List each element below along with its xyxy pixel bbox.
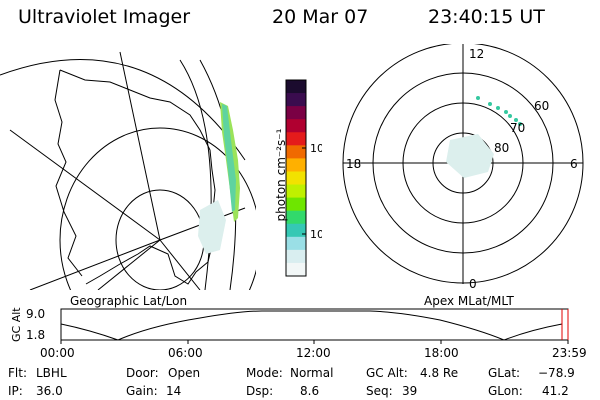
colorbar-tick-100: 100 (310, 142, 322, 155)
colorbar-band (286, 132, 306, 146)
mlt-label-6: 6 (570, 157, 578, 171)
lat-label-60: 60 (534, 99, 549, 113)
meridian (97, 239, 161, 290)
mlt-label-12: 12 (469, 47, 484, 61)
colorbar-band (286, 184, 306, 199)
gc-alt-value: 4.8 Re (420, 366, 459, 380)
time-tick-1200: 12:00 (296, 346, 331, 360)
altitude-ytick-1-8: 1.8 (26, 328, 45, 342)
aurora-emission-core (222, 104, 236, 212)
altitude-ytick-9: 9.0 (26, 307, 45, 321)
date-label: 20 Mar 07 (272, 6, 369, 28)
colorbar-band (286, 223, 306, 238)
meridian (119, 51, 161, 241)
colorbar-band (286, 106, 306, 120)
glat-label: GLat: (488, 366, 521, 380)
colorbar-band (286, 93, 306, 107)
time-tick-1800: 18:00 (424, 346, 459, 360)
aurora-glow (198, 200, 226, 254)
apex-panel-label: Apex MLat/MLT (424, 294, 514, 308)
glat-value: −78.9 (538, 366, 575, 380)
altitude-plot: GC Alt 9.0 1.8 (10, 307, 569, 344)
colorbar-band (286, 210, 306, 225)
geographic-map (0, 51, 256, 290)
time-tick-2359: 23:59 (552, 346, 587, 360)
time-tick-0600: 06:00 (168, 346, 203, 360)
meridian (9, 129, 161, 241)
dsp-value: 8.6 (300, 384, 320, 398)
gc-alt-label: GC Alt: (366, 366, 408, 380)
mode-label: Mode: (246, 366, 283, 380)
colorbar-band (286, 262, 306, 277)
glon-label: GLon: (488, 384, 523, 398)
colorbar-unit-label: photon cm⁻²s⁻¹ (274, 128, 288, 222)
colorbar-band (286, 249, 306, 264)
time-label: 23:40:15 UT (428, 6, 545, 28)
door-value: Open (168, 366, 201, 380)
colorbar-band (286, 119, 306, 133)
colorbar-band (286, 80, 306, 94)
geographic-panel-label: Geographic Lat/Lon (70, 294, 188, 308)
coastline (54, 69, 216, 285)
filter-label: Flt: (8, 366, 27, 380)
gain-value: 14 (166, 384, 182, 398)
colorbar-band (286, 236, 306, 251)
dsp-label: Dsp: (246, 384, 274, 398)
gain-label: Gain: (126, 384, 158, 398)
altitude-ylabel: GC Alt (10, 307, 23, 342)
colorbar-band (286, 171, 306, 186)
lat-label-80: 80 (494, 141, 509, 155)
colorbar-band (286, 158, 306, 172)
polar-aurora-points (476, 96, 522, 126)
color-bar: 100 10 (285, 79, 322, 277)
mode-value: Normal (290, 366, 334, 380)
lat-circle (0, 58, 246, 161)
colorbar-tick-10: 10 (310, 228, 322, 241)
meridian (29, 239, 161, 290)
app-title: Ultraviolet Imager (18, 6, 191, 28)
mlt-label-18: 18 (346, 157, 361, 171)
meridian (159, 239, 201, 290)
glon-value: 41.2 (542, 384, 569, 398)
seq-label: Seq: (366, 384, 393, 398)
ip-value: 36.0 (36, 384, 63, 398)
colorbar-band (286, 145, 306, 159)
polar-aurora-glow (446, 134, 494, 178)
mlt-label-0: 0 (469, 277, 477, 291)
filter-value: LBHL (36, 366, 67, 380)
lat-circle (59, 127, 256, 290)
seq-value: 39 (402, 384, 418, 398)
colorbar-band (286, 197, 306, 212)
ip-label: IP: (8, 384, 23, 398)
door-label: Door: (126, 366, 159, 380)
lat-label-70: 70 (510, 121, 525, 135)
polar-plot: 12 18 6 0 60 70 80 (342, 44, 584, 291)
time-tick-0000: 00:00 (40, 346, 75, 360)
altitude-curve (60, 310, 563, 341)
